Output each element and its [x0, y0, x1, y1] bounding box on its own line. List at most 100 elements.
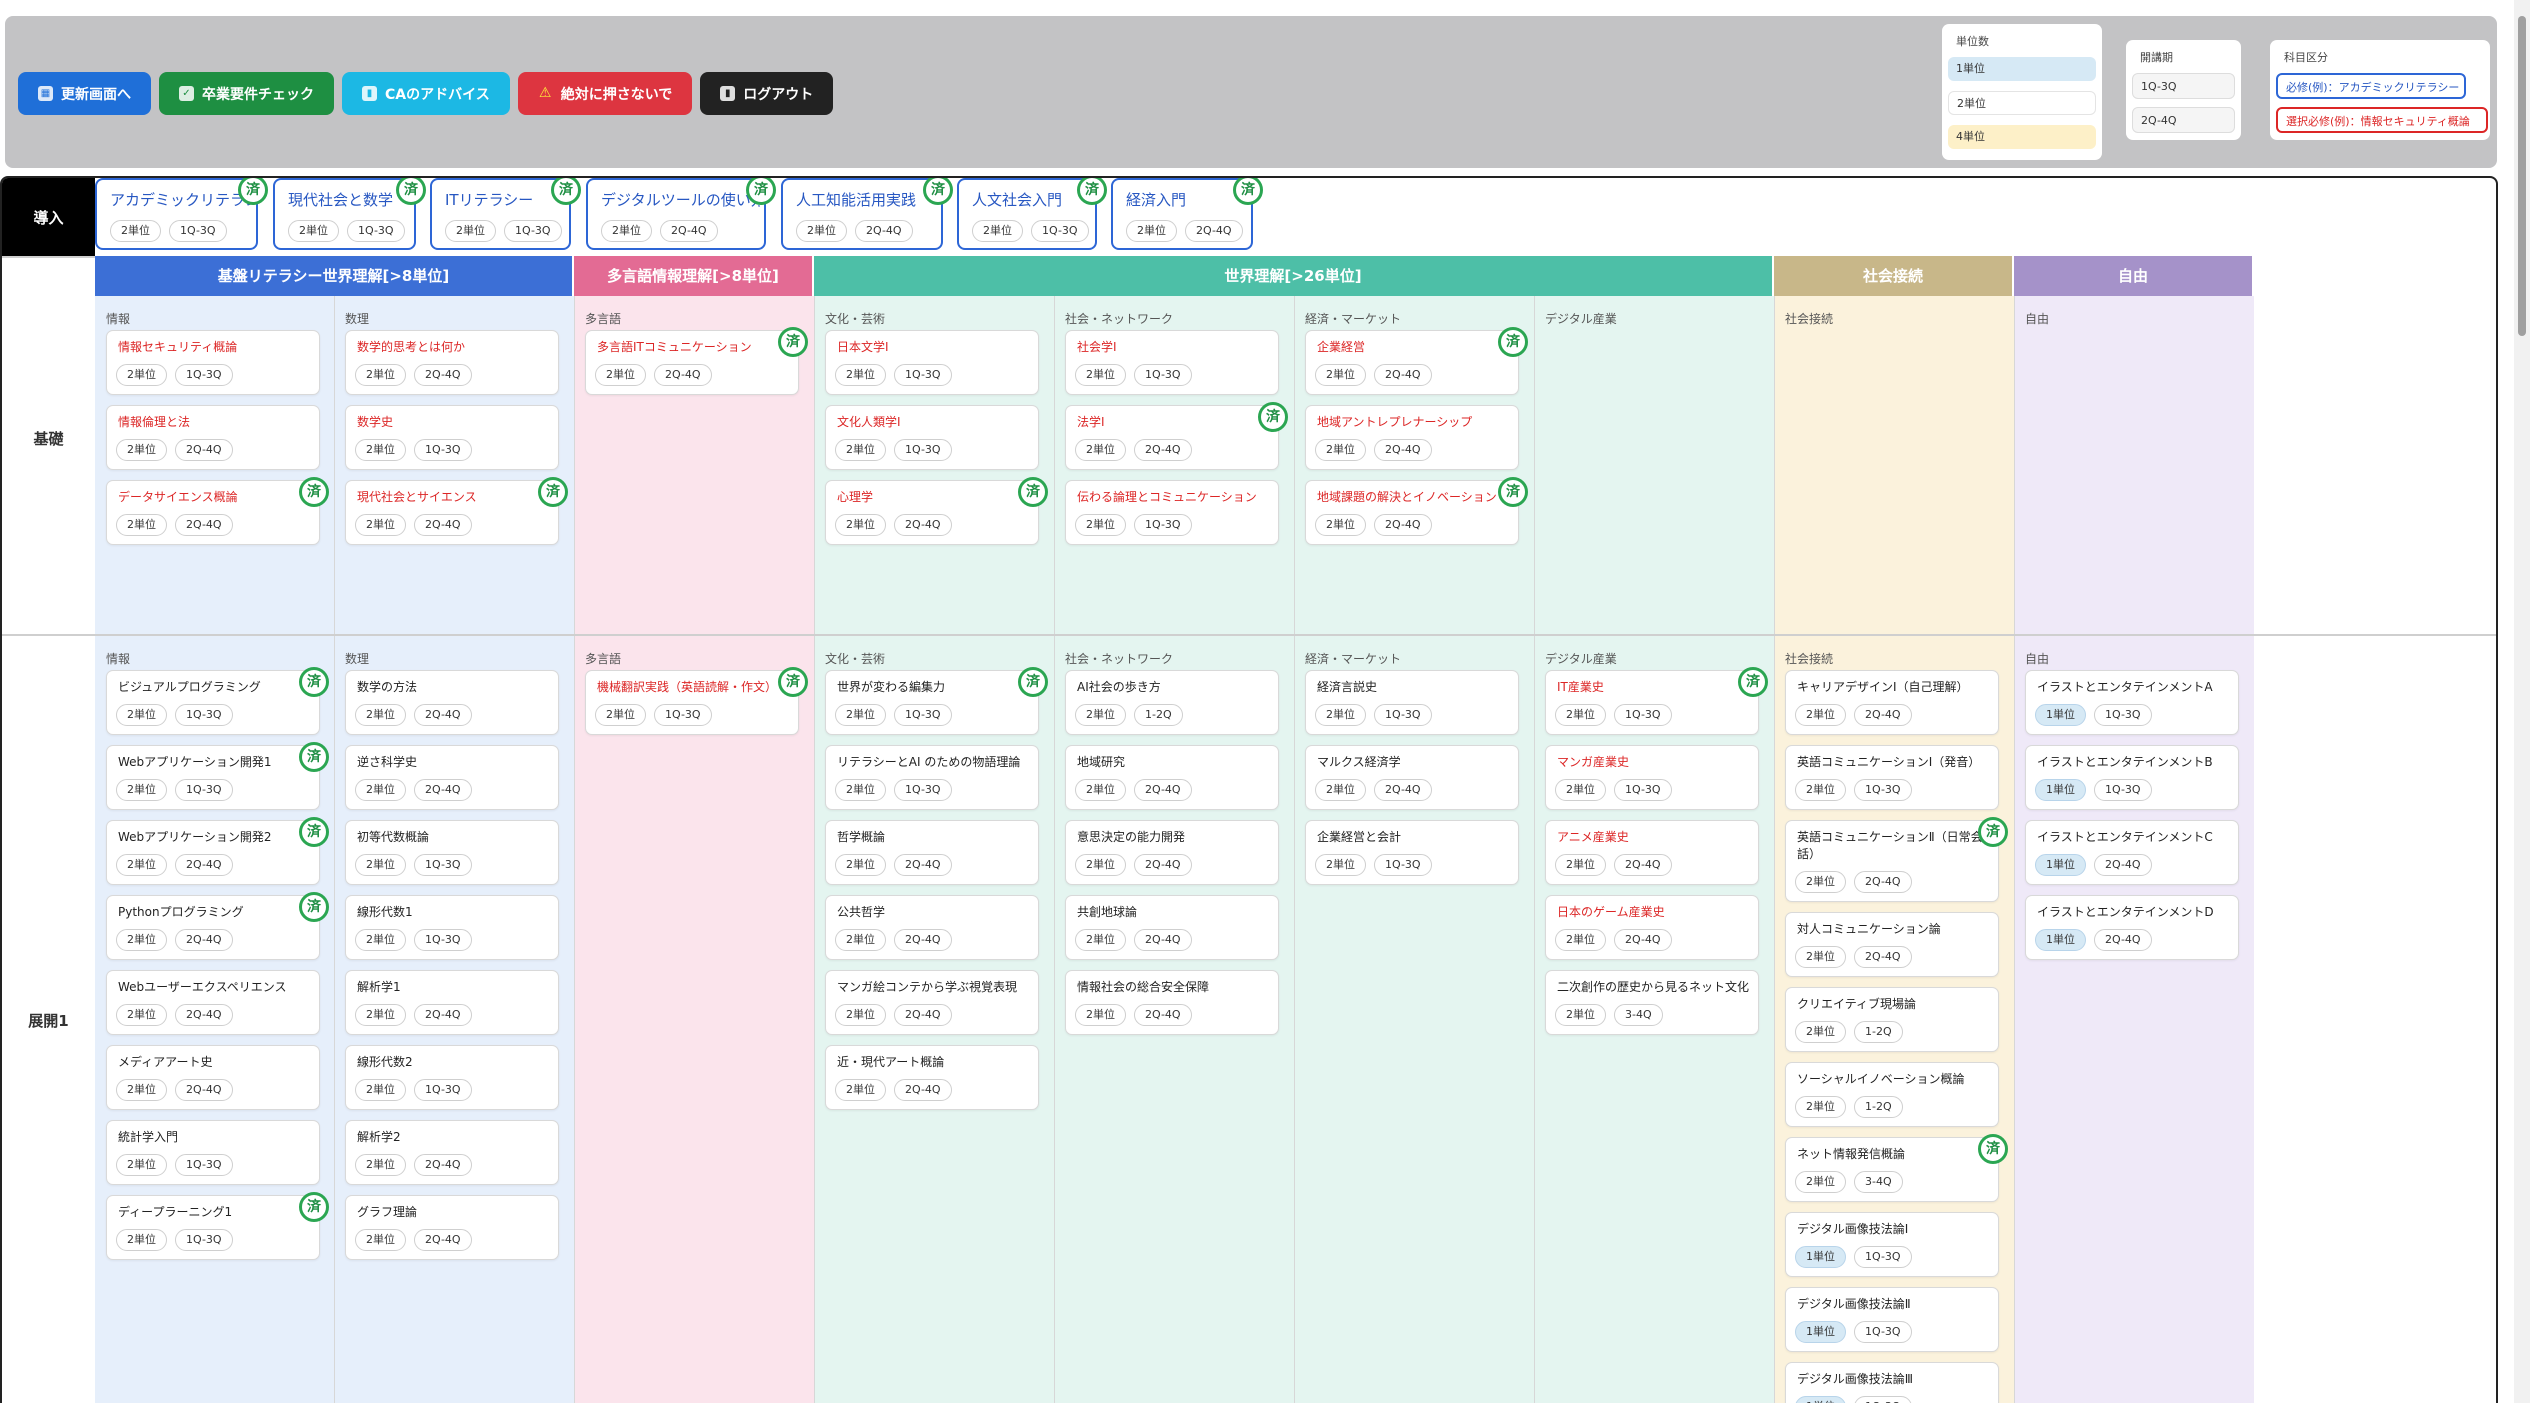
course-card[interactable]: Webアプリケーション開発1 2単位 1Q-3Q 済 — [106, 742, 329, 810]
course-card[interactable]: 数学の方法 2単位 2Q-4Q — [345, 670, 559, 735]
course-card[interactable]: 現代社会とサイエンス 2単位 2Q-4Q 済 — [345, 477, 568, 545]
course-card[interactable]: 伝わる論理とコミュニケーション 2単位 1Q-3Q — [1065, 480, 1279, 545]
category-column — [574, 296, 814, 1403]
course-card[interactable]: 地域研究 2単位 2Q-4Q — [1065, 745, 1279, 810]
course-card[interactable]: Webアプリケーション開発2 2単位 2Q-4Q 済 — [106, 817, 329, 885]
course-name: 数学史 — [357, 415, 394, 429]
course-card[interactable]: イラストとエンタテインメントB 1単位 1Q-3Q — [2025, 745, 2239, 810]
period-tag: 1Q-3Q — [1614, 779, 1672, 801]
course-card[interactable]: IT産業史 2単位 1Q-3Q 済 — [1545, 667, 1768, 735]
course-card[interactable]: マンガ産業史 2単位 1Q-3Q — [1545, 745, 1759, 810]
course-card[interactable]: 法学Ⅰ 2単位 2Q-4Q 済 — [1065, 402, 1288, 470]
period-tag: 1-2Q — [1134, 704, 1183, 726]
course-card[interactable]: 地域アントレプレナーシップ 2単位 2Q-4Q — [1305, 405, 1519, 470]
course-card[interactable]: キャリアデザインⅠ（自己理解） 2単位 2Q-4Q — [1785, 670, 1999, 735]
intro-course-card[interactable]: ITリテラシー 2単位 1Q-3Q 済 — [430, 178, 581, 250]
toolbar-button-2[interactable]: ▮ CAのアドバイス — [342, 72, 510, 115]
course-card[interactable]: 企業経営と会計 2単位 1Q-3Q — [1305, 820, 1519, 885]
course-name: 統計学入門 — [118, 1130, 179, 1144]
course-card[interactable]: 情報セキュリティ概論 2単位 1Q-3Q — [106, 330, 320, 395]
course-card[interactable]: 意思決定の能力開発 2単位 2Q-4Q — [1065, 820, 1279, 885]
course-card[interactable]: イラストとエンタテインメントC 1単位 2Q-4Q — [2025, 820, 2239, 885]
course-card[interactable]: 経済言説史 2単位 1Q-3Q — [1305, 670, 1519, 735]
course-card[interactable]: 公共哲学 2単位 2Q-4Q — [825, 895, 1039, 960]
course-card[interactable]: デジタル画像技法論Ⅲ 1単位 1Q-3Q — [1785, 1362, 1999, 1403]
row-label-intro: 導入 — [2, 178, 95, 258]
course-card[interactable]: メディアアート史 2単位 2Q-4Q — [106, 1045, 320, 1110]
toolbar-button-4[interactable]: ▮ ログアウト — [700, 72, 834, 115]
toolbar-button-3[interactable]: ⚠ 絶対に押さないで — [517, 72, 693, 115]
course-card[interactable]: 世界が変わる編集力 2単位 1Q-3Q 済 — [825, 667, 1048, 735]
course-card[interactable]: 数学史 2単位 1Q-3Q — [345, 405, 559, 470]
course-card[interactable]: 哲学概論 2単位 2Q-4Q — [825, 820, 1039, 885]
course-card[interactable]: 日本文学Ⅰ 2単位 1Q-3Q — [825, 330, 1039, 395]
course-card[interactable]: AI社会の歩き方 2単位 1-2Q — [1065, 670, 1279, 735]
course-card[interactable]: 情報社会の総合安全保障 2単位 2Q-4Q — [1065, 970, 1279, 1035]
course-card[interactable]: ディープラーニング1 2単位 1Q-3Q 済 — [106, 1192, 329, 1260]
course-card[interactable]: 逆さ科学史 2単位 2Q-4Q — [345, 745, 559, 810]
course-card[interactable]: 初等代数概論 2単位 1Q-3Q — [345, 820, 559, 885]
course-card[interactable]: ソーシャルイノベーション概論 2単位 1-2Q — [1785, 1062, 1999, 1127]
intro-course-card[interactable]: 現代社会と数学 2単位 1Q-3Q 済 — [273, 178, 426, 250]
course-card[interactable]: 線形代数1 2単位 1Q-3Q — [345, 895, 559, 960]
course-card[interactable]: デジタル画像技法論Ⅰ 1単位 1Q-3Q — [1785, 1212, 1999, 1277]
unit-tag: 2単位 — [1075, 929, 1126, 951]
course-card[interactable]: 数学的思考とは何か 2単位 2Q-4Q — [345, 330, 559, 395]
toolbar-button-1[interactable]: ✓ 卒業要件チェック — [159, 72, 334, 115]
course-tags: 2単位 2Q-4Q — [601, 220, 726, 242]
intro-course-card[interactable]: 人文社会入門 2単位 1Q-3Q 済 — [957, 178, 1107, 250]
course-card[interactable]: 英語コミュニケーションⅠ（発音） 2単位 1Q-3Q — [1785, 745, 1999, 810]
course-card[interactable]: 多言語ITコミュニケーション 2単位 2Q-4Q 済 — [585, 327, 808, 395]
course-card[interactable]: 社会学Ⅰ 2単位 1Q-3Q — [1065, 330, 1279, 395]
course-name: 経済入門 — [1126, 191, 1187, 209]
unit-tag: 2単位 — [355, 1229, 406, 1251]
course-card[interactable]: 対人コミュニケーション論 2単位 2Q-4Q — [1785, 912, 1999, 977]
course-card[interactable]: ビジュアルプログラミング 2単位 1Q-3Q 済 — [106, 667, 329, 735]
course-card[interactable]: Webユーザーエクスペリエンス 2単位 2Q-4Q — [106, 970, 320, 1035]
course-card[interactable]: 解析学2 2単位 2Q-4Q — [345, 1120, 559, 1185]
course-card[interactable]: イラストとエンタテインメントD 1単位 2Q-4Q — [2025, 895, 2239, 960]
course-tags: 2単位 2Q-4Q — [1555, 854, 1680, 876]
course-card[interactable]: Pythonプログラミング 2単位 2Q-4Q 済 — [106, 892, 329, 960]
course-card[interactable]: 機械翻訳実践（英語読解・作文） 2単位 1Q-3Q 済 — [585, 667, 808, 735]
course-name: 英語コミュニケーションⅠ（発音） — [1797, 755, 1981, 769]
course-card[interactable]: 英語コミュニケーションⅡ（日常会話） 2単位 2Q-4Q 済 — [1785, 817, 2008, 902]
intro-course-card[interactable]: アカデミックリテラシー 2単位 1Q-3Q 済 — [95, 178, 268, 250]
course-card[interactable]: クリエイティブ現場論 2単位 1-2Q — [1785, 987, 1999, 1052]
course-card[interactable]: リテラシーとAI のための物語理論 2単位 1Q-3Q — [825, 745, 1039, 810]
course-card[interactable]: イラストとエンタテインメントA 1単位 1Q-3Q — [2025, 670, 2239, 735]
unit-tag: 2単位 — [116, 1079, 167, 1101]
course-card[interactable]: 地域課題の解決とイノベーション 2単位 2Q-4Q 済 — [1305, 477, 1528, 545]
course-card[interactable]: ネット情報発信概論 2単位 3-4Q 済 — [1785, 1134, 2008, 1202]
intro-course-card[interactable]: デジタルツールの使い方 2単位 2Q-4Q 済 — [586, 178, 776, 250]
course-card[interactable]: 統計学入門 2単位 1Q-3Q — [106, 1120, 320, 1185]
course-card[interactable]: グラフ理論 2単位 2Q-4Q — [345, 1195, 559, 1260]
course-card[interactable]: マルクス経済学 2単位 2Q-4Q — [1305, 745, 1519, 810]
course-card[interactable]: 文化人類学Ⅰ 2単位 1Q-3Q — [825, 405, 1039, 470]
course-card[interactable]: 企業経営 2単位 2Q-4Q 済 — [1305, 327, 1528, 395]
done-badge: 済 — [1978, 1134, 2008, 1164]
course-card[interactable]: マンガ絵コンテから学ぶ視覚表現 2単位 2Q-4Q — [825, 970, 1039, 1035]
intro-course-card[interactable]: 人工知能活用実践 2単位 2Q-4Q 済 — [781, 178, 953, 250]
unit-tag: 1単位 — [1795, 1321, 1846, 1343]
toolbar-button-label: CAのアドバイス — [385, 86, 490, 103]
course-card[interactable]: デジタル画像技法論Ⅱ 1単位 1Q-3Q — [1785, 1287, 1999, 1352]
toolbar-button-0[interactable]: ▦ 更新画面へ — [18, 72, 151, 115]
course-card[interactable]: 線形代数2 2単位 1Q-3Q — [345, 1045, 559, 1110]
scrollbar[interactable] — [2514, 0, 2530, 1403]
course-card[interactable]: 日本のゲーム産業史 2単位 2Q-4Q — [1545, 895, 1759, 960]
course-card[interactable]: 情報倫理と法 2単位 2Q-4Q — [106, 405, 320, 470]
intro-course-card[interactable]: 経済入門 2単位 2Q-4Q 済 — [1111, 178, 1263, 250]
scrollbar-thumb[interactable] — [2518, 16, 2526, 336]
course-card[interactable]: アニメ産業史 2単位 2Q-4Q — [1545, 820, 1759, 885]
course-card[interactable]: データサイエンス概論 2単位 2Q-4Q 済 — [106, 477, 329, 545]
unit-tag: 2単位 — [1795, 1096, 1846, 1118]
course-card[interactable]: 心理学 2単位 2Q-4Q 済 — [825, 477, 1048, 545]
period-tag: 1Q-3Q — [347, 220, 405, 242]
course-card[interactable]: 二次創作の歴史から見るネット文化 2単位 3-4Q — [1545, 970, 1759, 1035]
course-card[interactable]: 近・現代アート概論 2単位 2Q-4Q — [825, 1045, 1039, 1110]
course-tags: 2単位 2Q-4Q — [1315, 364, 1440, 386]
course-card[interactable]: 解析学1 2単位 2Q-4Q — [345, 970, 559, 1035]
course-card[interactable]: 共創地球論 2単位 2Q-4Q — [1065, 895, 1279, 960]
unit-tag: 2単位 — [1315, 439, 1366, 461]
